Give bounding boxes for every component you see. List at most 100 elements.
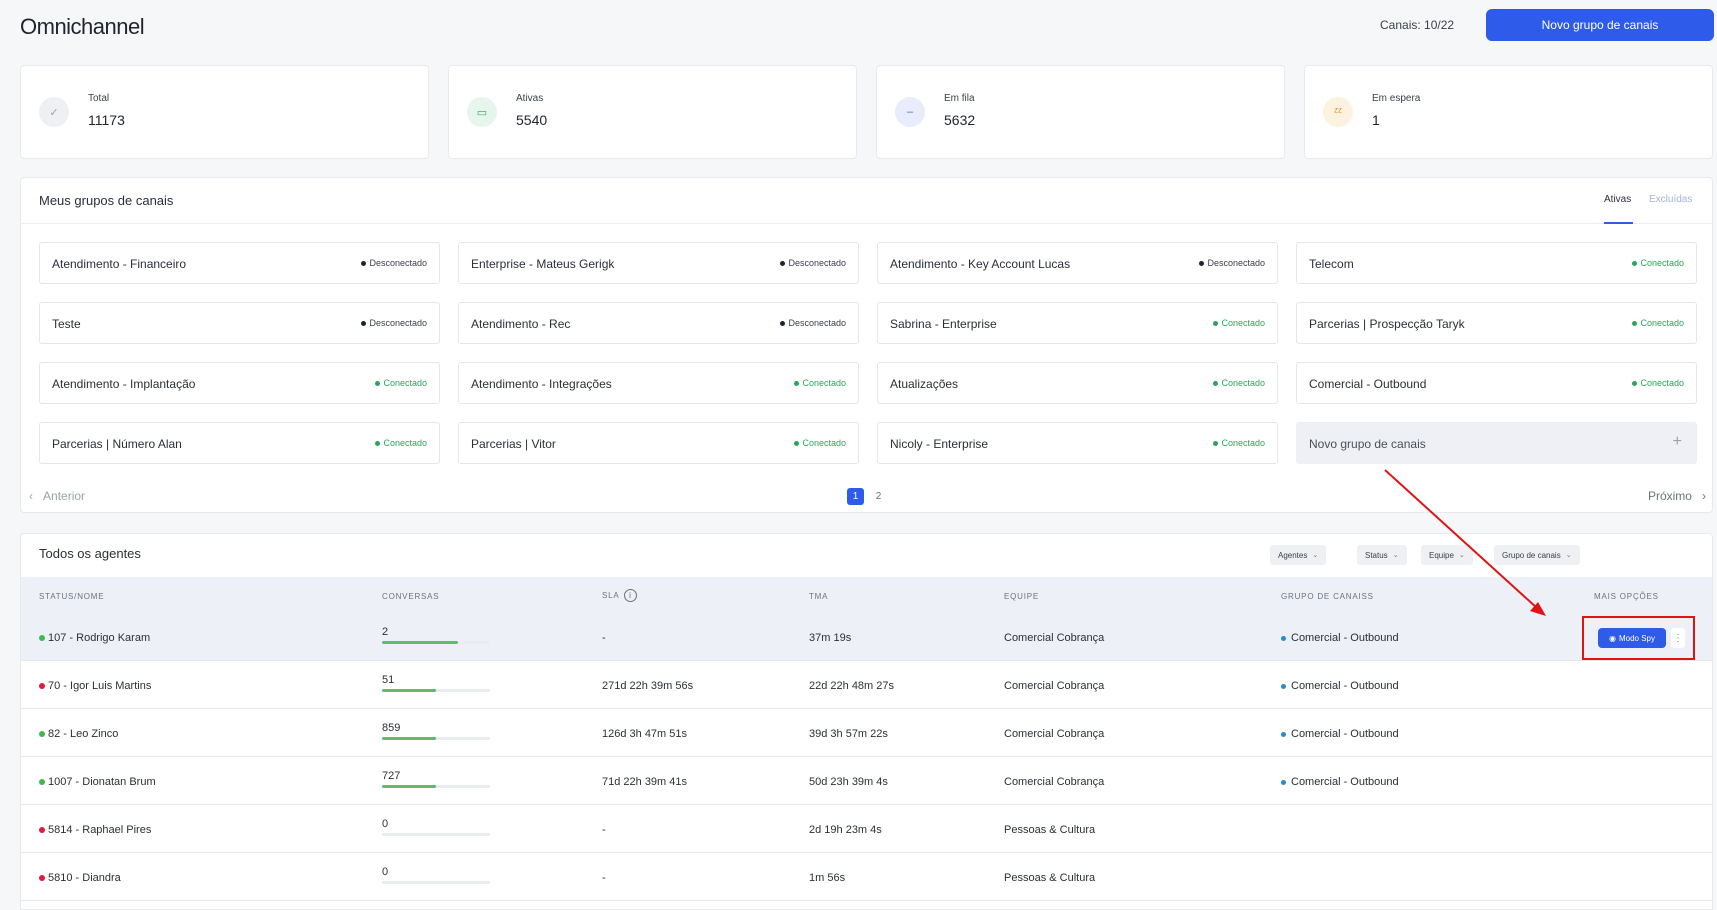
channel-group-card[interactable]: Telecom Conectado bbox=[1296, 242, 1697, 284]
conversations-progress bbox=[382, 785, 490, 788]
chevron-left-icon: ‹ bbox=[29, 489, 33, 503]
channel-group-name: Parcerias | Número Alan bbox=[52, 437, 182, 451]
top-bar: Omnichannel Canais: 10/22 Novo grupo de … bbox=[0, 0, 1717, 58]
team-value: Comercial Cobrança bbox=[1004, 776, 1105, 788]
status-dot bbox=[1199, 260, 1205, 266]
team-value: Pessoas & Cultura bbox=[1004, 872, 1096, 884]
tab-excluded[interactable]: Excluídas bbox=[1649, 194, 1693, 205]
sla-value: 71d 22h 39m 41s bbox=[602, 776, 688, 788]
connection-status-label: Desconectado bbox=[1207, 258, 1265, 268]
connection-status-badge: Conectado bbox=[1632, 378, 1684, 388]
team-value: Pessoas & Cultura bbox=[1004, 824, 1096, 836]
channel-group-card[interactable]: Atendimento - Key Account Lucas Desconect… bbox=[877, 242, 1278, 284]
agent-name: 1007 - Dionatan Brum bbox=[39, 776, 156, 788]
channel-group-label: Comercial - Outbound bbox=[1291, 776, 1399, 788]
new-channel-group-button[interactable]: Novo grupo de canais bbox=[1486, 9, 1714, 41]
channel-group-card[interactable]: Atendimento - Rec Desconectado bbox=[458, 302, 859, 344]
channel-group-card[interactable]: Comercial - Outbound Conectado bbox=[1296, 362, 1697, 404]
table-row[interactable]: 107 - Rodrigo Karam 2 - 37m 19s Comercial Co… bbox=[21, 614, 1712, 661]
stat-label: Ativas bbox=[516, 93, 544, 104]
pagination-page-2[interactable]: 2 bbox=[875, 491, 882, 502]
status-dot bbox=[780, 320, 786, 326]
pagination-prev[interactable]: ‹ Anterior bbox=[29, 489, 85, 503]
channel-group-value: Comercial - Outbound bbox=[1281, 776, 1399, 788]
conversations-progress bbox=[382, 689, 490, 692]
conversations-count: 51 bbox=[382, 674, 395, 686]
tma-value: 2d 19h 23m 4s bbox=[809, 824, 882, 836]
status-dot bbox=[1632, 260, 1638, 266]
channel-groups-panel: Meus grupos de canais Ativas Excluídas A… bbox=[20, 177, 1713, 513]
filter-dropdown[interactable]: Agentes ⌄ bbox=[1270, 545, 1327, 565]
channel-group-card[interactable]: Nicoly - Enterprise Conectado bbox=[877, 422, 1278, 464]
conversations-cell: 0 bbox=[382, 818, 490, 836]
connection-status-badge: Conectado bbox=[375, 378, 427, 388]
table-row[interactable]: 5810 - Diandra 0 - 1m 56s Pessoas & Cultura bbox=[21, 854, 1712, 901]
channel-group-card[interactable]: Sabrina - Enterprise Conectado bbox=[877, 302, 1278, 344]
connection-status-label: Desconectado bbox=[369, 258, 427, 268]
column-channel-group: GRUPO DE CANAISS bbox=[1281, 592, 1374, 601]
agent-name-label: 82 - Leo Zinco bbox=[48, 728, 119, 740]
more-options-icon[interactable]: ⋮ bbox=[1671, 628, 1685, 648]
spy-mode-button[interactable]: ◉ Modo Spy bbox=[1598, 628, 1666, 648]
channel-group-card[interactable]: Atualizações Conectado bbox=[877, 362, 1278, 404]
new-channel-group-card[interactable]: Novo grupo de canais + bbox=[1296, 422, 1697, 464]
team-value: Comercial Cobrança bbox=[1004, 632, 1105, 644]
channel-group-card[interactable]: Enterprise - Mateus Gerigk Desconectado bbox=[458, 242, 859, 284]
connection-status-label: Conectado bbox=[1221, 378, 1265, 388]
agent-name: 82 - Leo Zinco bbox=[39, 728, 118, 740]
channels-count: Canais: 10/22 bbox=[1380, 18, 1455, 32]
pagination-page-1[interactable]: 1 bbox=[847, 488, 864, 505]
group-dot bbox=[1281, 731, 1286, 737]
connection-status-badge: Conectado bbox=[794, 378, 846, 388]
channel-group-card[interactable]: Atendimento - Financeiro Desconectado bbox=[39, 242, 440, 284]
connection-status-badge: Conectado bbox=[1632, 318, 1684, 328]
channel-group-card[interactable]: Parcerias | Prospecção Taryk Conectado bbox=[1296, 302, 1697, 344]
sla-value: 271d 22h 39m 56s bbox=[602, 680, 694, 692]
channel-group-card[interactable]: Teste Desconectado bbox=[39, 302, 440, 344]
status-dot bbox=[375, 440, 381, 446]
chevron-right-icon: › bbox=[1702, 489, 1706, 503]
stat-value: 1 bbox=[1372, 112, 1380, 128]
channel-group-name: Atendimento - Financeiro bbox=[52, 257, 187, 271]
channel-group-card[interactable]: Atendimento - Implantação Conectado bbox=[39, 362, 440, 404]
agent-name-label: 5810 - Diandra bbox=[48, 872, 121, 884]
tab-active[interactable]: Ativas bbox=[1604, 194, 1632, 205]
eye-icon: ◉ bbox=[1608, 633, 1616, 643]
info-icon[interactable]: i bbox=[623, 589, 637, 602]
conversations-count: 0 bbox=[382, 866, 389, 878]
filter-dropdown[interactable]: Grupo de canais ⌄ bbox=[1494, 545, 1580, 565]
column-sla-label: SLA bbox=[602, 591, 620, 600]
pagination-next[interactable]: Próximo › bbox=[1648, 489, 1706, 503]
connection-status-label: Desconectado bbox=[788, 258, 846, 268]
connection-status-label: Conectado bbox=[1640, 318, 1684, 328]
agents-table-header: STATUS/NOME CONVERSAS SLA i TMA EQUIPE GR… bbox=[21, 577, 1712, 614]
pagination-prev-label: Anterior bbox=[43, 489, 86, 503]
connection-status-label: Conectado bbox=[1221, 318, 1265, 328]
sla-value: - bbox=[602, 872, 606, 884]
connection-status-badge: Conectado bbox=[1213, 438, 1265, 448]
table-row[interactable]: 1007 - Dionatan Brum 727 71d 22h 39m 41s 50… bbox=[21, 758, 1712, 805]
channel-group-card[interactable]: Atendimento - Integrações Conectado bbox=[458, 362, 859, 404]
stat-value: 5540 bbox=[516, 112, 548, 128]
table-row[interactable]: 82 - Leo Zinco 859 126d 3h 47m 51s 39d 3h 5… bbox=[21, 710, 1712, 757]
filter-dropdown[interactable]: Equipe ⌄ bbox=[1421, 545, 1473, 565]
stat-label: Em espera bbox=[1372, 93, 1421, 104]
team-value: Comercial Cobrança bbox=[1004, 728, 1105, 740]
status-dot bbox=[1213, 440, 1219, 446]
status-dot bbox=[361, 320, 367, 326]
channel-group-card[interactable]: Parcerias | Número Alan Conectado bbox=[39, 422, 440, 464]
table-row[interactable]: 70 - Igor Luis Martins 51 271d 22h 39m 56s… bbox=[21, 662, 1712, 709]
channel-group-card[interactable]: Parcerias | Vitor Conectado bbox=[458, 422, 859, 464]
agent-name-label: 70 - Igor Luis Martins bbox=[48, 680, 152, 692]
table-row[interactable]: 5814 - Raphael Pires 0 - 2d 19h 23m 4s Pesso… bbox=[21, 806, 1712, 853]
column-status-name: STATUS/NOME bbox=[39, 592, 105, 601]
column-tma: TMA bbox=[809, 592, 829, 601]
conversations-cell: 51 bbox=[382, 674, 490, 692]
conversations-progress-fill bbox=[382, 689, 436, 692]
conversations-progress bbox=[382, 641, 490, 644]
column-more-options: MAIS OPÇÕES bbox=[1594, 592, 1659, 601]
filter-dropdown[interactable]: Status ⌄ bbox=[1357, 545, 1407, 565]
conversations-count: 727 bbox=[382, 770, 401, 782]
filter-label: Status bbox=[1365, 550, 1388, 560]
channel-group-label: Comercial - Outbound bbox=[1291, 680, 1399, 692]
